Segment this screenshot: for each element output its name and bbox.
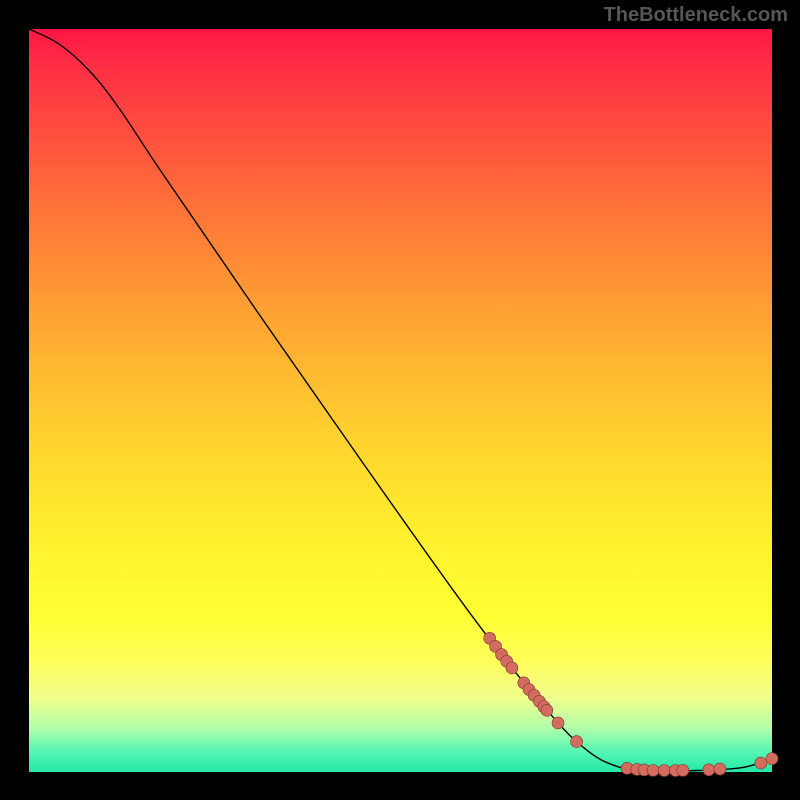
data-marker (677, 764, 689, 776)
data-marker (541, 704, 553, 716)
plot-area (29, 29, 772, 772)
data-marker (755, 757, 767, 769)
data-marker (714, 763, 726, 775)
bottleneck-curve (29, 29, 772, 771)
data-marker (647, 764, 659, 776)
data-marker (571, 736, 583, 748)
data-marker (703, 764, 715, 776)
chart-svg (29, 29, 772, 772)
data-marker (506, 662, 518, 674)
data-marker (552, 717, 564, 729)
data-marker (658, 765, 670, 777)
watermark-text: TheBottleneck.com (604, 4, 788, 27)
data-marker (766, 753, 778, 765)
data-markers (484, 632, 778, 776)
